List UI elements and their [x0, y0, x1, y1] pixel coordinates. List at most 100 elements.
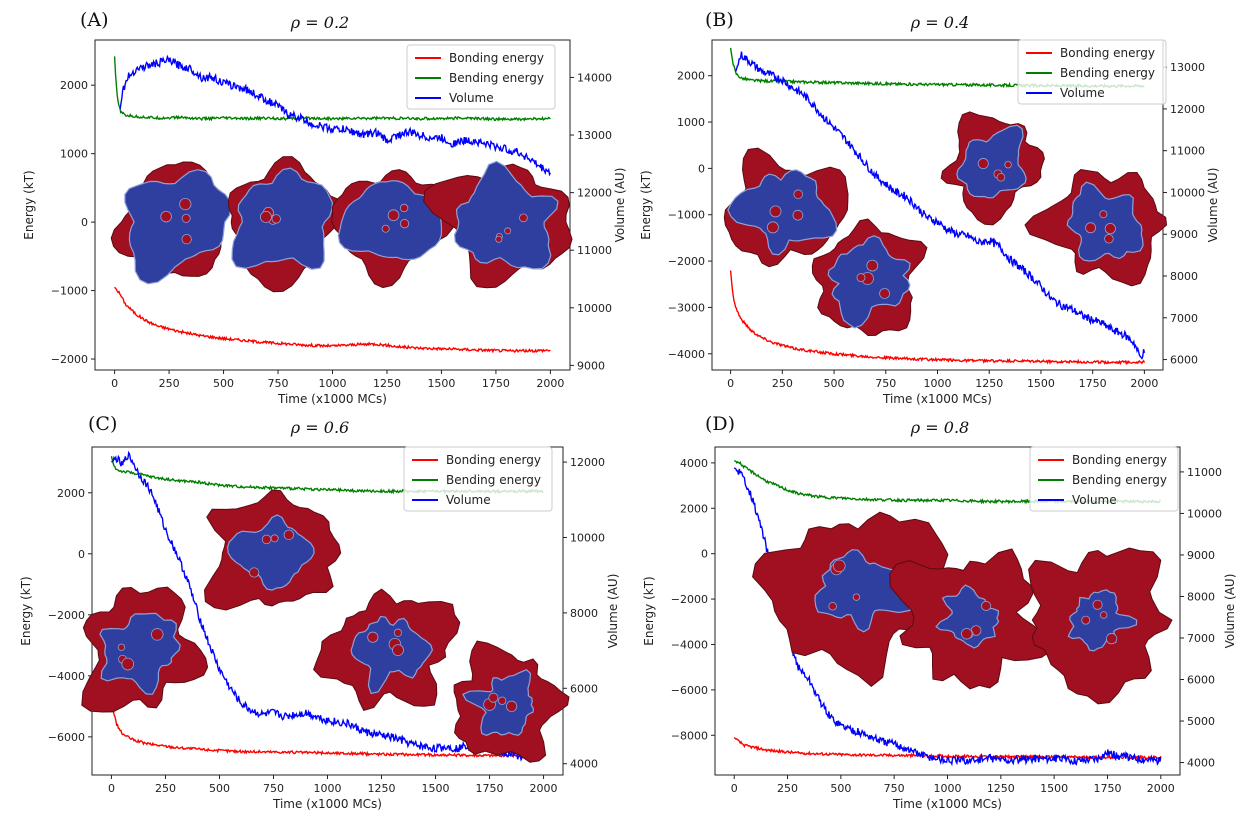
panel-b: (B) ρ = 0.4 0 250 500 750 1000 1250 1500 1750 2000… — [639, 9, 1220, 406]
vesicle-patch — [505, 700, 518, 712]
legend-box — [1029, 446, 1179, 512]
legend-box — [403, 446, 553, 512]
y2-tick-label: 4000 — [570, 758, 598, 771]
x-tick-label: 0 — [727, 377, 734, 390]
vesicle-patch — [1085, 222, 1097, 234]
vesicle-inset-2 — [889, 548, 1053, 690]
legend: Bonding energy Bending energy Volume — [1029, 446, 1179, 512]
legend: Bonding energy Bending energy Volume — [406, 44, 556, 110]
y2-axis-title: Volume (AU) — [1223, 574, 1237, 649]
vesicle-patch — [121, 657, 135, 671]
y2-tick-label: 5000 — [1187, 715, 1215, 728]
y-tick-label: 2000 — [60, 79, 88, 92]
x-axis-title: Time (x1000 MCs) — [892, 797, 1002, 811]
panel-d: (D) ρ = 0.8 0 250 500 750 1000 1250 1500 1750 2000… — [642, 413, 1237, 811]
vesicle-patch — [996, 172, 1006, 182]
y2-tick-label: 12000 — [1170, 103, 1205, 116]
y2-tick-label: 11000 — [577, 244, 612, 257]
vesicle-inset-4 — [1024, 168, 1168, 287]
y-axis-title: Energy (kT) — [639, 170, 653, 239]
legend-label: Bending energy — [1072, 473, 1167, 487]
x-tick-label: 1750 — [476, 782, 504, 795]
x-tick-label: 1500 — [1040, 782, 1068, 795]
vesicle-inset-3 — [940, 111, 1045, 226]
y2-tick-label: 10000 — [1187, 507, 1222, 520]
x-tick-label: 250 — [159, 377, 180, 390]
x-tick-label: 1000 — [924, 377, 952, 390]
y2-tick-label: 13000 — [1170, 61, 1205, 74]
y2-tick-label: 6000 — [570, 682, 598, 695]
x-tick-label: 1000 — [314, 782, 342, 795]
vesicle-patch — [117, 643, 126, 651]
vesicle-patch — [387, 209, 400, 222]
vesicle-inset-4 — [453, 640, 570, 763]
y-tick-label: −3000 — [668, 301, 705, 314]
y2-tick-label: 12000 — [577, 187, 612, 200]
y-tick-label: 0 — [81, 216, 88, 229]
y-tick-label: 2000 — [680, 502, 708, 515]
vesicle-patch — [399, 219, 410, 229]
vesicle-core — [727, 169, 838, 256]
vesicle-patch — [769, 205, 782, 218]
x-tick-label: 1000 — [319, 377, 347, 390]
y2-tick-label: 12000 — [570, 456, 605, 469]
vesicle-inset-3 — [1028, 547, 1173, 705]
panel-label: (B) — [705, 9, 734, 31]
y2-tick-label: 9000 — [1170, 228, 1198, 241]
y-tick-label: −2000 — [668, 255, 705, 268]
vesicle-patch — [766, 221, 779, 234]
y-tick-label: 2000 — [677, 70, 705, 83]
series-line-bonding-energy — [110, 697, 545, 759]
vesicle-patch — [852, 593, 861, 601]
y-tick-label: 4000 — [680, 457, 708, 470]
vesicle-patch — [1004, 160, 1012, 169]
vesicle-patch — [504, 227, 512, 235]
x-tick-label: 1250 — [987, 782, 1015, 795]
x-axis-title: Time (x1000 MCs) — [882, 392, 992, 406]
x-axis-title: Time (x1000 MCs) — [272, 797, 382, 811]
y2-tick-label: 6000 — [1170, 354, 1198, 367]
legend-label: Bending energy — [449, 71, 544, 85]
y-tick-label: −4000 — [671, 638, 708, 651]
legend-label: Bonding energy — [1060, 46, 1155, 60]
x-axis-title: Time (x1000 MCs) — [277, 392, 387, 406]
x-tick-label: 250 — [772, 377, 793, 390]
y-axis-title: Energy (kT) — [642, 576, 656, 645]
vesicle-patch — [1104, 223, 1116, 235]
y2-tick-label: 7000 — [1187, 632, 1215, 645]
x-tick-label: 250 — [155, 782, 176, 795]
x-tick-label: 1500 — [1027, 377, 1055, 390]
x-tick-label: 0 — [108, 782, 115, 795]
vesicle-patch — [249, 567, 260, 578]
y-tick-label: −2000 — [51, 353, 88, 366]
legend: Bonding energy Bending energy Volume — [1017, 39, 1167, 105]
y2-tick-label: 11000 — [1170, 145, 1205, 158]
y2-tick-label: 10000 — [570, 531, 605, 544]
y2-tick-label: 11000 — [1187, 466, 1222, 479]
vesicle-patch — [179, 197, 192, 211]
vesicle-inset-1 — [81, 586, 209, 713]
vesicle-patch — [151, 628, 164, 641]
y-tick-label: −6000 — [48, 731, 85, 744]
vesicle-inset-2 — [203, 489, 342, 611]
x-tick-label: 750 — [268, 377, 289, 390]
y2-tick-label: 7000 — [1170, 312, 1198, 325]
legend-label: Bending energy — [446, 473, 541, 487]
series-line-volume — [733, 467, 1162, 767]
vesicle-core — [1066, 181, 1144, 262]
y2-axis-title: Volume (AU) — [606, 574, 620, 649]
vesicle-core — [935, 584, 1000, 649]
legend-box — [1017, 39, 1167, 105]
y-tick-label: 0 — [698, 162, 705, 175]
vesicle-patch — [271, 214, 281, 224]
x-tick-label: 750 — [875, 377, 896, 390]
vesicle-patch — [399, 203, 409, 213]
x-tick-label: 1250 — [368, 782, 396, 795]
vesicle-core — [453, 160, 559, 270]
x-tick-label: 1750 — [482, 377, 510, 390]
y2-axis-title: Volume (AU) — [613, 168, 627, 243]
vesicle-patch — [495, 235, 503, 243]
vesicle-inset-1 — [752, 511, 959, 687]
x-tick-label: 500 — [213, 377, 234, 390]
